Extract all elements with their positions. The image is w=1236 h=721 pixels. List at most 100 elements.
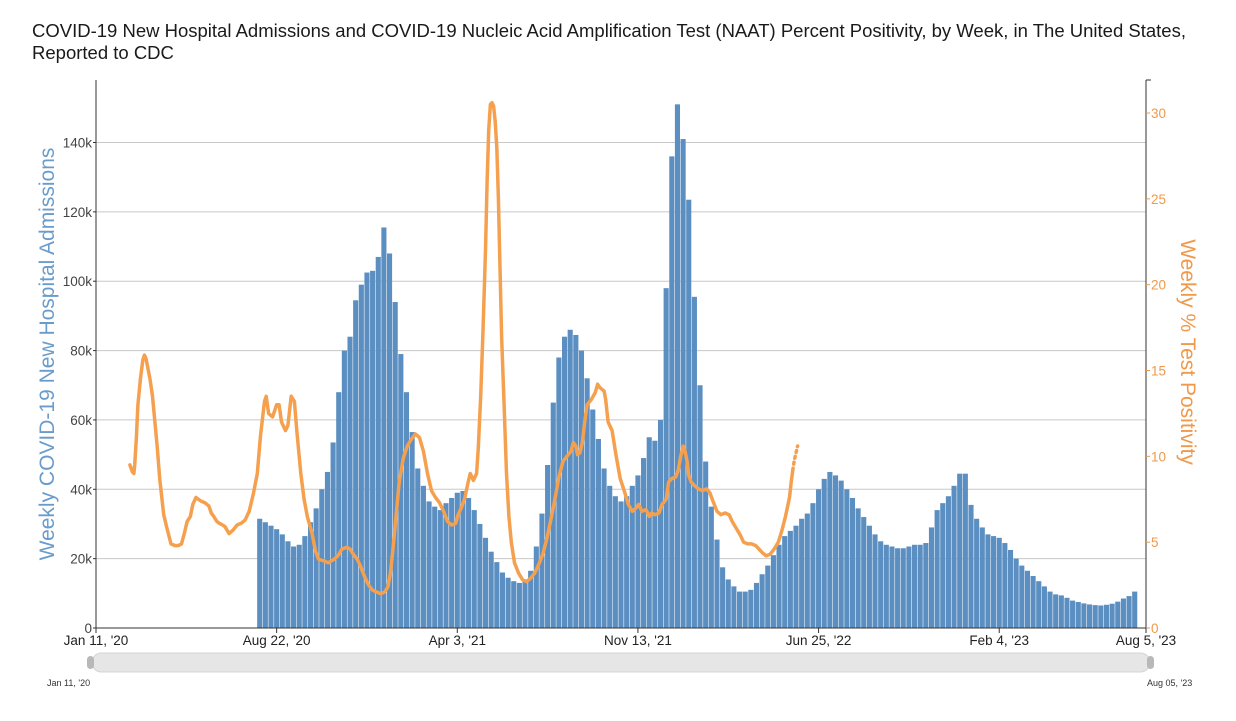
- bar[interactable]: [477, 523, 483, 628]
- bar[interactable]: [488, 551, 494, 628]
- bar[interactable]: [358, 284, 364, 628]
- bar[interactable]: [499, 572, 505, 628]
- bar[interactable]: [838, 480, 844, 628]
- bar[interactable]: [1075, 601, 1081, 628]
- bar[interactable]: [268, 525, 274, 628]
- bar[interactable]: [731, 586, 737, 628]
- bar[interactable]: [974, 518, 980, 628]
- bar[interactable]: [968, 504, 974, 628]
- bar[interactable]: [844, 489, 850, 628]
- bar[interactable]: [663, 288, 669, 628]
- navigator-track[interactable]: [91, 652, 1151, 673]
- bar[interactable]: [810, 503, 816, 628]
- bar[interactable]: [1081, 603, 1087, 628]
- bar[interactable]: [494, 562, 500, 628]
- bar[interactable]: [1047, 591, 1053, 628]
- bar[interactable]: [816, 489, 822, 628]
- bar[interactable]: [1041, 586, 1047, 628]
- bar[interactable]: [262, 522, 268, 628]
- bar[interactable]: [522, 579, 528, 628]
- bar[interactable]: [895, 548, 901, 628]
- bar[interactable]: [765, 565, 771, 628]
- bar[interactable]: [799, 518, 805, 628]
- bar[interactable]: [770, 555, 776, 628]
- bar[interactable]: [584, 378, 590, 628]
- bar[interactable]: [641, 458, 647, 628]
- bar[interactable]: [782, 536, 788, 628]
- bar-series[interactable]: [257, 104, 1138, 629]
- bar[interactable]: [923, 543, 929, 628]
- bar[interactable]: [940, 503, 946, 628]
- bar[interactable]: [714, 539, 720, 628]
- bar[interactable]: [607, 485, 613, 628]
- bar[interactable]: [646, 437, 652, 628]
- bar[interactable]: [832, 475, 839, 628]
- bar[interactable]: [708, 506, 714, 629]
- bar[interactable]: [590, 409, 596, 628]
- bar[interactable]: [1087, 604, 1093, 628]
- bar[interactable]: [347, 336, 353, 628]
- bar[interactable]: [680, 139, 686, 628]
- line-series[interactable]: [128, 100, 800, 596]
- bar[interactable]: [274, 529, 280, 628]
- bar[interactable]: [324, 471, 330, 628]
- bar[interactable]: [567, 329, 573, 628]
- bar[interactable]: [533, 546, 539, 628]
- bar[interactable]: [720, 567, 726, 628]
- bar[interactable]: [353, 300, 359, 628]
- bar[interactable]: [737, 591, 743, 628]
- bar[interactable]: [307, 522, 314, 628]
- bar[interactable]: [409, 432, 415, 628]
- bar[interactable]: [415, 468, 421, 628]
- positivity-line[interactable]: [128, 100, 795, 596]
- bar[interactable]: [1126, 596, 1132, 628]
- bar[interactable]: [285, 541, 291, 628]
- bar[interactable]: [279, 534, 285, 628]
- bar[interactable]: [906, 546, 912, 628]
- bar[interactable]: [482, 537, 489, 628]
- bar[interactable]: [1115, 601, 1121, 628]
- bar[interactable]: [804, 513, 810, 628]
- bar[interactable]: [624, 496, 630, 628]
- bar[interactable]: [629, 485, 635, 628]
- bar[interactable]: [1036, 581, 1042, 628]
- bar[interactable]: [1070, 600, 1076, 628]
- bar[interactable]: [1132, 591, 1138, 628]
- bar[interactable]: [398, 354, 404, 628]
- bar[interactable]: [1002, 543, 1008, 628]
- bar[interactable]: [443, 503, 449, 628]
- bar[interactable]: [539, 513, 545, 628]
- bar[interactable]: [945, 496, 951, 628]
- bar[interactable]: [449, 497, 455, 628]
- bar[interactable]: [748, 589, 754, 628]
- bar[interactable]: [1019, 565, 1025, 628]
- bar[interactable]: [657, 419, 664, 628]
- bar[interactable]: [381, 227, 387, 628]
- bar[interactable]: [691, 296, 697, 628]
- bar[interactable]: [454, 492, 460, 628]
- bar[interactable]: [866, 525, 872, 628]
- bar[interactable]: [759, 574, 765, 628]
- navigator-left-handle[interactable]: [87, 656, 94, 669]
- bar[interactable]: [776, 544, 782, 628]
- bar[interactable]: [753, 582, 760, 628]
- bar[interactable]: [674, 104, 680, 629]
- bar[interactable]: [635, 475, 641, 628]
- bar[interactable]: [849, 497, 855, 628]
- bar[interactable]: [612, 496, 618, 628]
- bar[interactable]: [934, 510, 940, 628]
- bar[interactable]: [962, 473, 968, 628]
- bar[interactable]: [912, 544, 918, 628]
- bar[interactable]: [403, 392, 410, 628]
- positivity-projection[interactable]: [791, 444, 800, 472]
- bar[interactable]: [471, 510, 477, 628]
- bar[interactable]: [787, 530, 793, 628]
- bar[interactable]: [1109, 603, 1115, 628]
- bar[interactable]: [669, 156, 675, 628]
- bar[interactable]: [872, 534, 878, 628]
- bar[interactable]: [991, 536, 997, 628]
- bar[interactable]: [1024, 570, 1030, 628]
- bar[interactable]: [1013, 558, 1019, 628]
- bar[interactable]: [883, 544, 889, 628]
- bar[interactable]: [725, 579, 731, 628]
